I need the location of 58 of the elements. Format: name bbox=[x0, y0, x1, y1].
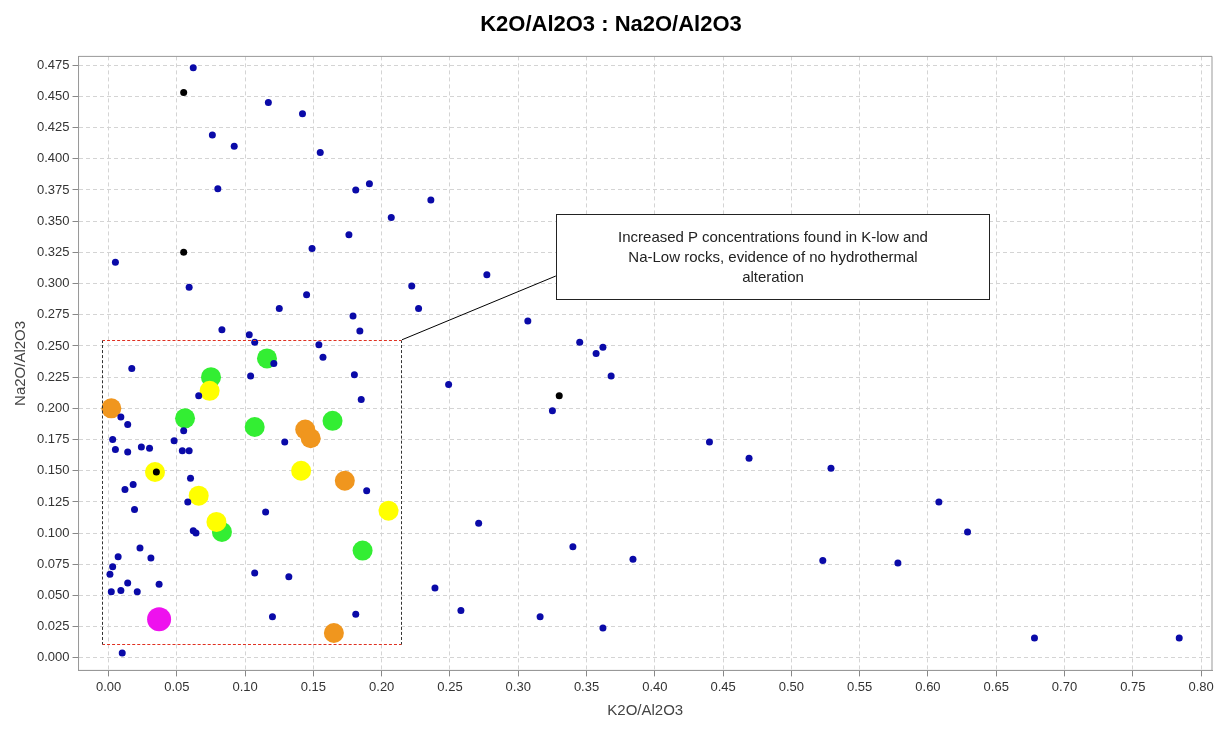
y-tick-label: 0.025 bbox=[36, 618, 70, 634]
x-tick-label: 0.25 bbox=[437, 678, 463, 694]
x-tick-label: 0.55 bbox=[847, 678, 873, 694]
point bbox=[244, 417, 265, 438]
x-tick-label: 0.45 bbox=[710, 678, 736, 694]
point bbox=[322, 410, 343, 431]
x-tick-label: 0.60 bbox=[915, 678, 941, 694]
callout-box: Increased P concentrations found in K-low and Na-Low rocks, evidence of no hydrothermal alteration bbox=[556, 214, 990, 300]
y-tick-label: 0.225 bbox=[36, 368, 70, 384]
x-tick-label: 0.00 bbox=[95, 678, 122, 694]
y-tick-label: 0.250 bbox=[36, 337, 70, 353]
x-tick-label: 0.05 bbox=[164, 678, 190, 694]
x-tick-label: 0.35 bbox=[573, 678, 600, 694]
y-tick-label: 0.100 bbox=[36, 524, 70, 540]
y-tick-label: 0.175 bbox=[36, 431, 70, 447]
y-axis-title: Na2O/Al2O3 bbox=[11, 320, 29, 406]
point bbox=[180, 89, 188, 97]
x-tick-label: 0.70 bbox=[1051, 678, 1078, 694]
point bbox=[323, 622, 344, 643]
y-tick-label: 0.000 bbox=[36, 649, 70, 665]
y-tick-label: 0.375 bbox=[36, 181, 70, 197]
y-tick-label: 0.325 bbox=[36, 243, 70, 259]
y-tick-label: 0.075 bbox=[36, 555, 70, 571]
point bbox=[334, 470, 355, 491]
y-tick-label: 0.400 bbox=[36, 150, 70, 166]
point bbox=[180, 248, 188, 256]
point bbox=[300, 428, 321, 449]
y-tick-label: 0.450 bbox=[36, 87, 70, 103]
y-tick-label: 0.350 bbox=[36, 212, 70, 228]
y-tick-label: 0.425 bbox=[36, 119, 70, 135]
point bbox=[291, 460, 312, 481]
y-tick-label: 0.125 bbox=[36, 493, 70, 509]
point bbox=[555, 392, 563, 400]
x-tick-label: 0.20 bbox=[369, 678, 395, 694]
point bbox=[175, 408, 196, 429]
chart-title: K2O/Al2O3 : Na2O/Al2O3 bbox=[480, 11, 742, 37]
x-tick-label: 0.50 bbox=[778, 678, 805, 694]
point bbox=[101, 398, 122, 419]
x-tick-label: 0.40 bbox=[642, 678, 668, 694]
x-axis-title: K2O/Al2O3 bbox=[607, 701, 684, 719]
y-tick-label: 0.475 bbox=[36, 56, 70, 72]
point bbox=[352, 540, 373, 561]
y-tick-label: 0.150 bbox=[36, 462, 70, 478]
y-tick-label: 0.300 bbox=[36, 275, 70, 291]
point bbox=[188, 485, 209, 506]
x-tick-label: 0.15 bbox=[300, 678, 327, 694]
y-tick-label: 0.200 bbox=[36, 399, 70, 415]
point bbox=[199, 380, 220, 401]
x-tick-label: 0.10 bbox=[232, 678, 258, 694]
y-tick-label: 0.050 bbox=[36, 587, 70, 603]
x-tick-label: 0.75 bbox=[1120, 678, 1146, 694]
y-tick-label: 0.275 bbox=[36, 306, 70, 322]
point bbox=[378, 500, 399, 521]
x-tick-label: 0.65 bbox=[983, 678, 1009, 694]
point bbox=[206, 511, 227, 532]
x-tick-label: 0.80 bbox=[1188, 678, 1214, 694]
point bbox=[147, 607, 172, 632]
x-tick-label: 0.30 bbox=[505, 678, 531, 694]
